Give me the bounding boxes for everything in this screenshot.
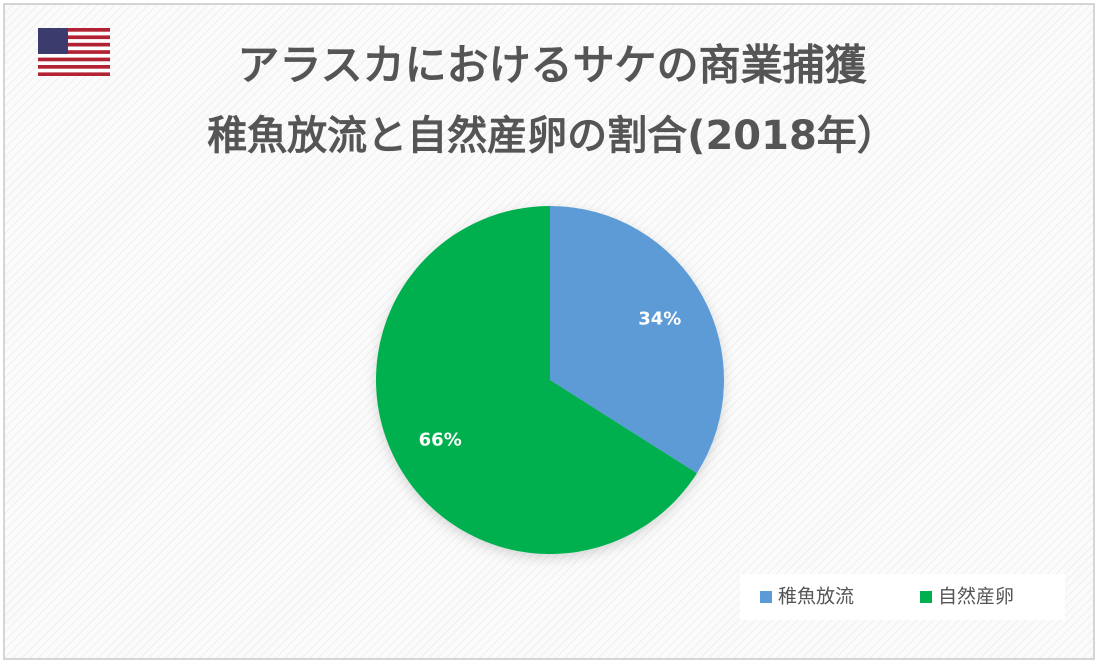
legend-label: 稚魚放流 [778, 586, 854, 608]
data-label: 66% [419, 429, 462, 450]
pie-slice [376, 205, 697, 554]
legend-swatch [920, 591, 932, 603]
flag [38, 28, 110, 76]
pie [376, 205, 725, 554]
legend-swatch [760, 591, 772, 603]
legend-label: 自然産卵 [938, 586, 1014, 608]
pie-slice [550, 206, 725, 474]
chart-title: 稚魚放流と自然産卵の割合(2018年） [207, 113, 897, 159]
data-label: 34% [638, 309, 681, 330]
chart-title: アラスカにおけるサケの商業捕獲 [237, 41, 867, 90]
legend-box [740, 574, 1065, 620]
